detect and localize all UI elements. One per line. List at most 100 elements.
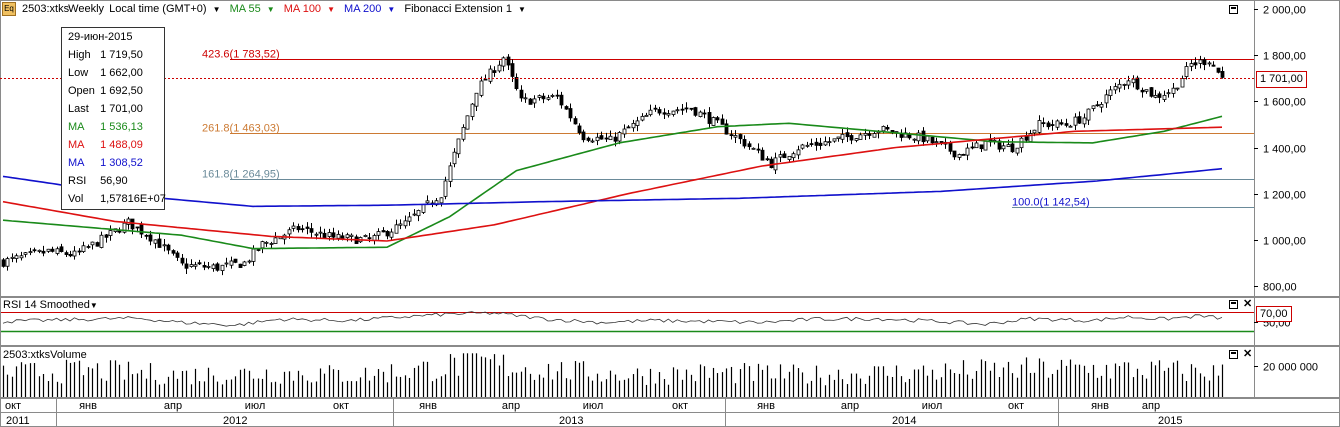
candle-body bbox=[77, 250, 82, 253]
time-axis: окт янв апр июл окт янв апр июл окт янв апр июл окт я… bbox=[5, 398, 1182, 427]
candle-body bbox=[229, 260, 234, 266]
candle-body bbox=[724, 123, 729, 135]
candle-body bbox=[689, 107, 694, 110]
candle-body bbox=[845, 132, 850, 138]
candle-body bbox=[1104, 94, 1109, 104]
candle-body bbox=[269, 243, 274, 245]
candle-body bbox=[604, 137, 609, 140]
time-year-label: 2014 bbox=[892, 415, 916, 427]
candle-body bbox=[1091, 105, 1096, 109]
info-ma200-label: MA bbox=[68, 157, 85, 169]
price-tick-label: 1 200,00 bbox=[1263, 190, 1306, 202]
candle-body bbox=[224, 262, 229, 265]
candle-body bbox=[86, 246, 91, 248]
candle-body bbox=[1220, 71, 1225, 78]
candle-body bbox=[479, 80, 484, 96]
equity-icon: Eq bbox=[2, 2, 16, 17]
info-vol-value: 1,57816E+07 bbox=[100, 193, 166, 205]
candle-body bbox=[180, 257, 185, 264]
fibonacci-dropdown-icon[interactable]: ▼ bbox=[517, 5, 526, 14]
rsi-panel-close-icon[interactable]: ✕ bbox=[1243, 298, 1253, 310]
ma-line-2 bbox=[2, 167, 1223, 208]
candle-body bbox=[1135, 77, 1140, 90]
candle-body bbox=[648, 109, 653, 116]
ma100-legend[interactable]: MA 100 bbox=[283, 3, 322, 15]
candle-body bbox=[1149, 87, 1154, 97]
fib-label-0: 423.6(1 783,52) bbox=[202, 49, 280, 61]
price-panel-frame bbox=[0, 0, 1340, 297]
candle-body bbox=[957, 154, 962, 158]
candle-body bbox=[814, 141, 819, 146]
candle-body bbox=[305, 226, 310, 229]
candle-body bbox=[309, 228, 314, 233]
candle-body bbox=[376, 231, 381, 236]
candle-body bbox=[314, 233, 319, 236]
ma-line-1 bbox=[2, 126, 1223, 242]
candle-body bbox=[1202, 59, 1207, 66]
candle-body bbox=[389, 231, 394, 238]
candle-body bbox=[452, 151, 457, 165]
symbol-label[interactable]: 2503:xtks bbox=[22, 3, 70, 15]
time-month-label: янв bbox=[419, 400, 437, 412]
price-panel-maximize-icon[interactable] bbox=[1229, 5, 1238, 14]
candle-body bbox=[881, 125, 886, 132]
candle-body bbox=[59, 246, 64, 252]
moving-averages-layer bbox=[2, 115, 1223, 250]
time-year-label: 2015 bbox=[1158, 415, 1182, 427]
candle-body bbox=[251, 248, 256, 262]
candle-body bbox=[809, 143, 814, 145]
candle-body bbox=[702, 112, 707, 115]
candle-body bbox=[617, 132, 622, 142]
candle-body bbox=[805, 144, 810, 147]
volume-layer: 20 000 000 bbox=[2, 353, 1318, 397]
candle-body bbox=[698, 111, 703, 117]
candle-body bbox=[206, 265, 211, 268]
candle-body bbox=[1086, 108, 1091, 121]
period-label[interactable]: Weekly bbox=[68, 3, 105, 15]
time-month-label: окт bbox=[1008, 400, 1024, 412]
rsi-panel-maximize-icon[interactable] bbox=[1229, 300, 1238, 309]
timezone-label[interactable]: Local time (GMT+0) bbox=[109, 3, 207, 15]
candle-body bbox=[37, 249, 42, 252]
ma55-dropdown-icon[interactable]: ▼ bbox=[266, 5, 275, 14]
timezone-dropdown-icon[interactable]: ▼ bbox=[212, 5, 221, 14]
fib-label-2: 161.8(1 264,95) bbox=[202, 169, 280, 181]
time-month-label: июл bbox=[922, 400, 943, 412]
candle-body bbox=[631, 123, 636, 129]
candle-body bbox=[738, 134, 743, 140]
candle-body bbox=[398, 223, 403, 226]
rsi-panel-title[interactable]: RSI 14 Smoothed▼ bbox=[3, 299, 98, 311]
info-ma100-value: 1 488,09 bbox=[100, 139, 143, 151]
rsi-dropdown-icon[interactable]: ▼ bbox=[89, 301, 98, 310]
candle-body bbox=[546, 97, 551, 100]
ma100-dropdown-icon[interactable]: ▼ bbox=[327, 5, 335, 14]
candle-body bbox=[1166, 92, 1171, 95]
ma55-legend[interactable]: MA 55 bbox=[229, 3, 261, 15]
candle-body bbox=[367, 237, 372, 240]
time-month-label: окт bbox=[672, 400, 688, 412]
ma200-legend[interactable]: MA 200 bbox=[344, 3, 382, 15]
candle-body bbox=[296, 226, 301, 231]
candle-body bbox=[1019, 137, 1024, 149]
candle-body bbox=[818, 142, 823, 146]
fibonacci-legend[interactable]: Fibonacci Extension 1 bbox=[404, 3, 512, 15]
candle-body bbox=[1162, 94, 1167, 100]
candle-body bbox=[657, 109, 662, 114]
ma200-dropdown-icon[interactable]: ▼ bbox=[387, 5, 396, 14]
candle-body bbox=[64, 252, 69, 255]
candle-body bbox=[756, 148, 761, 151]
volume-panel-title[interactable]: 2503:xtksVolume bbox=[3, 349, 87, 361]
candle-body bbox=[349, 234, 354, 237]
time-year-label: 2011 bbox=[6, 415, 30, 427]
volume-panel-maximize-icon[interactable] bbox=[1229, 350, 1238, 359]
price-tick-label: 800,00 bbox=[1263, 282, 1297, 294]
candle-body bbox=[1015, 147, 1020, 154]
candle-body bbox=[1064, 123, 1069, 126]
candle-body bbox=[1055, 120, 1060, 128]
volume-panel-close-icon[interactable]: ✕ bbox=[1243, 348, 1253, 360]
time-month-label: апр bbox=[841, 400, 859, 412]
rsi-level-tag: 70,00 bbox=[1256, 306, 1292, 322]
candle-body bbox=[782, 153, 787, 159]
candle-body bbox=[139, 224, 144, 235]
candle-body bbox=[1068, 125, 1073, 128]
